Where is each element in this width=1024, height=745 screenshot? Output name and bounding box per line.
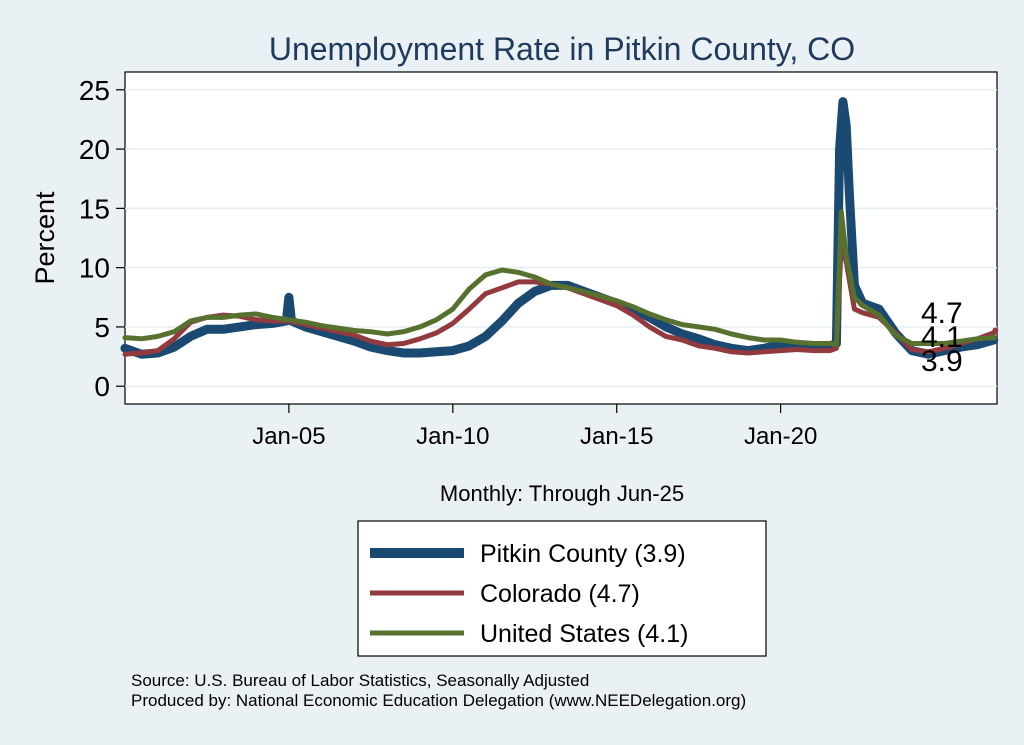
x-tick-label-Jan-05: Jan-05	[252, 423, 325, 450]
series-lines	[120, 97, 999, 359]
y-tick-label-10: 10	[79, 253, 110, 284]
x-axis: Jan-05 Jan-10 Jan-15 Jan-20	[252, 404, 817, 450]
end-label-1: 4.1	[921, 321, 963, 354]
y-tick-label-0: 0	[94, 371, 110, 402]
source-note: Source: U.S. Bureau of Labor Statistics,…	[131, 671, 590, 690]
x-tick-label-Jan-15: Jan-15	[580, 423, 653, 450]
y-tick-label-25: 25	[79, 75, 110, 106]
producer-note: Produced by: National Economic Education…	[131, 691, 747, 710]
series-line-2	[122, 209, 997, 348]
end-labels: 4.74.13.9	[921, 297, 963, 378]
legend: Pitkin County (3.9) Colorado (4.7) United …	[357, 520, 767, 657]
y-axis-label: Percent	[30, 191, 60, 285]
y-axis: 0 5 10 15 20 25	[79, 75, 125, 402]
legend-label-1: Colorado (4.7)	[480, 580, 640, 608]
legend-label-2: United States (4.1)	[480, 620, 688, 648]
y-tick-label-5: 5	[94, 312, 110, 343]
y-tick-label-15: 15	[79, 193, 110, 224]
y-tick-label-20: 20	[79, 134, 110, 165]
x-tick-label-Jan-20: Jan-20	[744, 423, 817, 450]
plot-area	[124, 71, 998, 405]
series-end-point-2	[990, 334, 997, 341]
end-label-2: 3.9	[921, 345, 963, 378]
chart-title: Unemployment Rate in Pitkin County, CO	[269, 31, 855, 67]
series-end-point-1	[992, 327, 999, 334]
x-axis-label: Monthly: Through Jun-25	[440, 481, 684, 506]
legend-label-0: Pitkin County (3.9)	[480, 540, 686, 568]
x-tick-label-Jan-10: Jan-10	[416, 423, 489, 450]
end-label-0: 4.7	[921, 297, 963, 330]
